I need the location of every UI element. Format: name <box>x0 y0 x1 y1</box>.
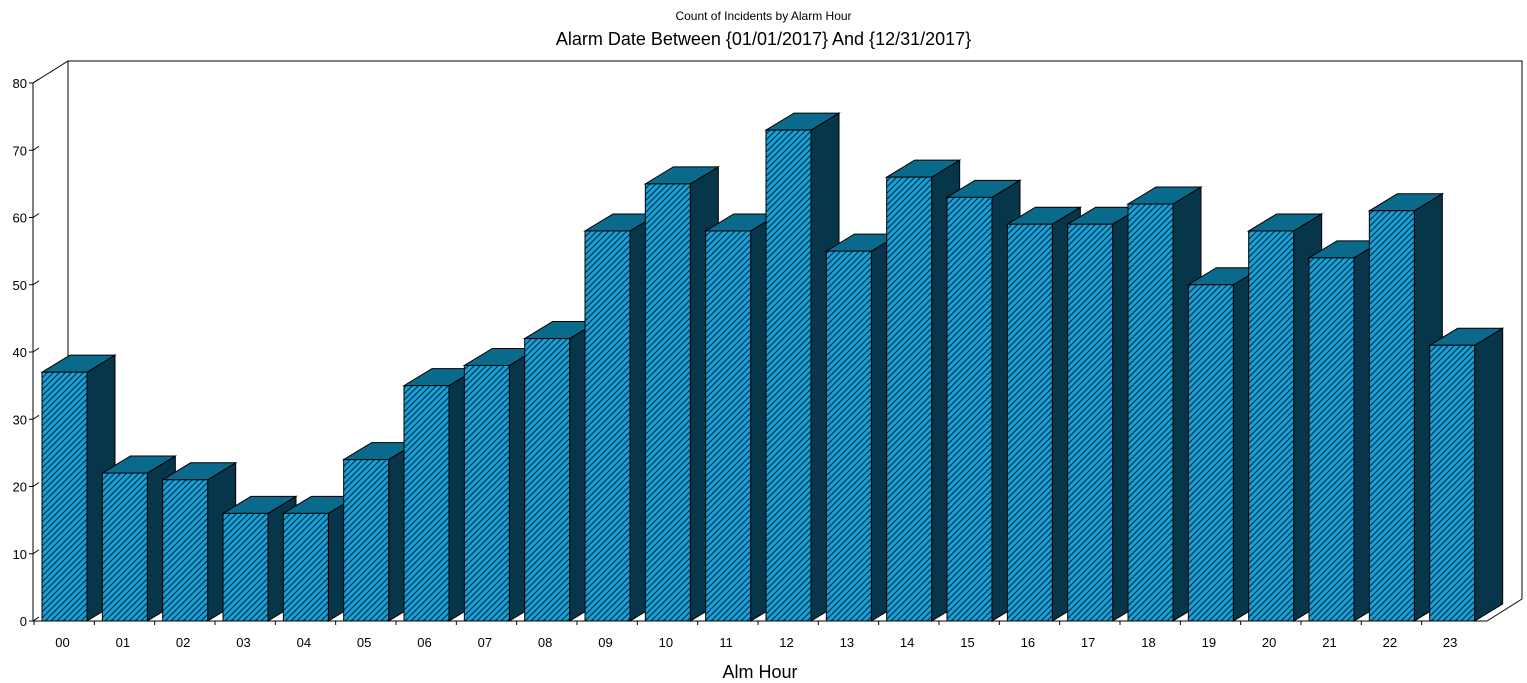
bar-front-face <box>524 338 571 622</box>
x-tick-label-02: 02 <box>176 635 190 650</box>
bar-front-face <box>403 385 450 622</box>
x-axis-title: Alm Hour <box>722 662 798 682</box>
bar-front-face <box>343 459 390 622</box>
bar-front-face <box>101 472 148 622</box>
bar-front-face <box>1067 223 1114 622</box>
y-tick-label: 10 <box>13 547 27 562</box>
x-tick-label-22: 22 <box>1383 635 1397 650</box>
x-tick-label-04: 04 <box>297 635 311 650</box>
bar-front-face <box>1187 284 1234 622</box>
y-tick-label: 30 <box>13 412 27 427</box>
x-tick-label-06: 06 <box>417 635 431 650</box>
y-tick-label: 50 <box>13 278 27 293</box>
bar-front-face <box>644 183 691 622</box>
y-tick-depth <box>32 414 40 420</box>
bar-front-face <box>1368 210 1415 622</box>
bar-front-face <box>1248 230 1295 622</box>
x-tick-label-16: 16 <box>1021 635 1035 650</box>
bar-12 <box>764 112 841 622</box>
x-tick-label-12: 12 <box>779 635 793 650</box>
y-tick-depth <box>32 616 40 622</box>
x-tick-label-05: 05 <box>357 635 371 650</box>
y-tick-depth <box>32 213 40 218</box>
bar-22 <box>1367 192 1445 622</box>
bar-front-face <box>765 129 812 622</box>
y-tick-depth <box>32 280 40 286</box>
bar-front-face <box>162 479 209 622</box>
bar-side-face <box>1474 327 1504 622</box>
y-tick-label: 0 <box>20 614 27 629</box>
chart-subtitle: Alarm Date Between {01/01/2017} And {12/… <box>555 29 972 49</box>
bar-front-face <box>886 176 933 622</box>
y-tick-label: 70 <box>13 143 27 158</box>
plot-back-wall <box>32 60 1523 599</box>
y-tick-label: 60 <box>13 211 27 226</box>
x-tick-label-03: 03 <box>236 635 250 650</box>
y-tick-label: 20 <box>13 480 27 495</box>
x-tick-label-14: 14 <box>900 635 914 650</box>
bar-front-face <box>1006 223 1053 622</box>
y-tick-depth <box>32 347 40 353</box>
y-tick-depth <box>32 549 40 555</box>
chart-title: Count of Incidents by Alarm Hour <box>675 9 852 23</box>
plot-floor <box>33 598 1523 622</box>
bar-front-face <box>705 230 752 622</box>
y-tick-label: 80 <box>13 76 27 91</box>
x-tick-label-15: 15 <box>960 635 974 650</box>
y-tick-depth <box>32 78 40 84</box>
bar-front-face <box>825 250 872 622</box>
bar-front-face <box>1308 257 1355 622</box>
x-tick-label-01: 01 <box>116 635 130 650</box>
bar-front-face <box>463 364 510 622</box>
y-tick-label: 40 <box>13 345 27 360</box>
x-tick-label-11: 11 <box>719 635 733 650</box>
x-tick-label-21: 21 <box>1322 635 1336 650</box>
bar-17 <box>1065 206 1143 622</box>
x-tick-label-00: 00 <box>55 635 69 650</box>
x-tick-label-10: 10 <box>659 635 673 650</box>
bar-front-face <box>41 371 88 622</box>
x-tick-label-20: 20 <box>1262 635 1276 650</box>
x-tick-label-18: 18 <box>1141 635 1155 650</box>
bar-front-face <box>282 512 329 622</box>
y-tick-depth <box>32 482 40 487</box>
bar-07 <box>462 347 540 622</box>
bar-front-face <box>222 512 269 622</box>
x-tick-label-23: 23 <box>1443 635 1457 650</box>
bar-23 <box>1427 327 1505 622</box>
x-tick-label-19: 19 <box>1202 635 1216 650</box>
bar-20 <box>1246 213 1324 622</box>
tick-labels: 0 10 20 30 40 50 60 70 80 00 01 02 03 04 05 06 07 08 09 10 1… <box>13 76 1458 650</box>
bar-front-face <box>1127 203 1174 622</box>
x-tick-label-13: 13 <box>840 635 854 650</box>
bar-11 <box>703 213 781 622</box>
x-tick-label-08: 08 <box>538 635 552 650</box>
x-tick-label-09: 09 <box>598 635 612 650</box>
bar-front-face <box>1429 344 1476 622</box>
bar-front-face <box>946 196 993 622</box>
x-tick-label-07: 07 <box>478 635 492 650</box>
x-tick-label-17: 17 <box>1081 635 1095 650</box>
bar-00 <box>40 354 117 622</box>
bars <box>40 112 1505 622</box>
bar-front-face <box>584 230 631 622</box>
y-tick-depth <box>32 145 40 151</box>
